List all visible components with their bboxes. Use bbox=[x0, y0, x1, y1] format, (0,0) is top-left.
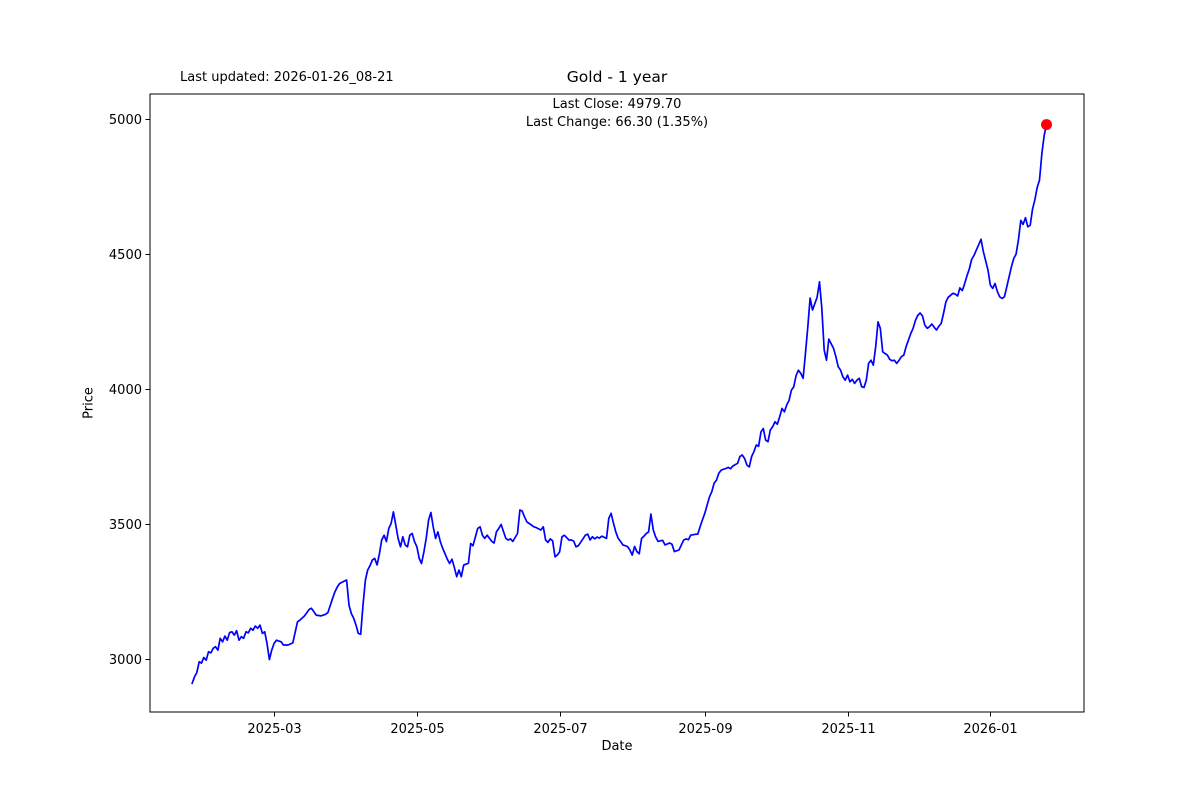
x-tick-label: 2025-11 bbox=[821, 722, 875, 737]
y-tick-label: 4000 bbox=[109, 383, 142, 398]
y-tick-label: 3500 bbox=[109, 518, 142, 533]
plot-border bbox=[149, 93, 1085, 713]
x-tick-label: 2025-09 bbox=[678, 722, 732, 737]
x-tick-label: 2026-01 bbox=[963, 722, 1017, 737]
last-close-annotation: Last Close: 4979.70 bbox=[552, 97, 682, 112]
chart-title: Gold - 1 year bbox=[566, 68, 668, 86]
x-tick-label: 2025-05 bbox=[390, 722, 444, 737]
last-price-marker bbox=[1041, 119, 1052, 131]
x-axis-label: Date bbox=[601, 739, 633, 754]
x-tick-label: 2025-07 bbox=[533, 722, 587, 737]
y-axis-label: Price bbox=[81, 387, 97, 419]
y-tick-label: 3000 bbox=[109, 653, 142, 668]
price-line bbox=[191, 123, 1048, 685]
last-updated-text: Last updated: 2026-01-26_08-21 bbox=[180, 70, 394, 85]
y-tick-label: 5000 bbox=[109, 113, 142, 128]
x-tick-label: 2025-03 bbox=[247, 722, 301, 737]
last-change-annotation: Last Change: 66.30 (1.35%) bbox=[525, 115, 709, 130]
y-tick-label: 4500 bbox=[109, 248, 142, 263]
